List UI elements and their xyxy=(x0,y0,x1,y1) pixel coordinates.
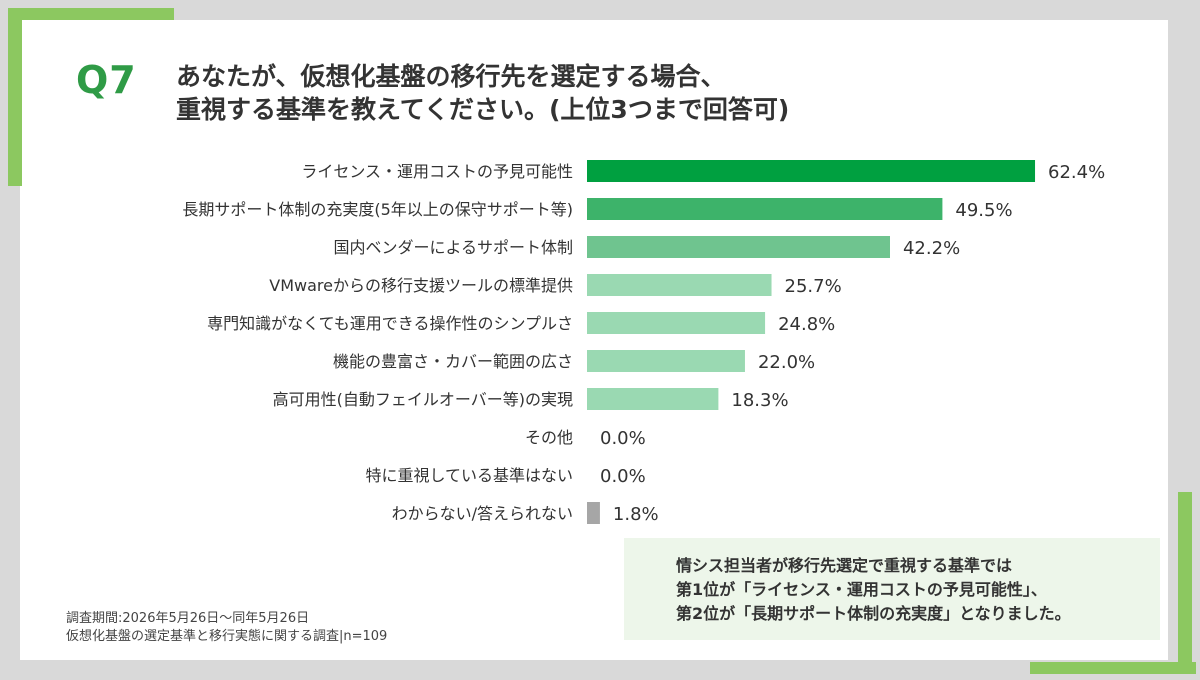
category-label: 長期サポート体制の充実度(5年以上の保守サポート等) xyxy=(182,200,573,219)
corner-accent-bottom-right-horizontal xyxy=(1030,662,1196,674)
value-label: 0.0% xyxy=(600,466,646,487)
question-title-line1: あなたが、仮想化基盤の移行先を選定する場合、 xyxy=(176,62,726,91)
value-label: 0.0% xyxy=(600,428,646,449)
bar xyxy=(587,198,943,220)
value-label: 42.2% xyxy=(903,238,960,259)
question-title-line2: 重視する基準を教えてください。(上位3つまで回答可) xyxy=(176,95,790,124)
bar xyxy=(587,160,1036,182)
category-label: 機能の豊富さ・カバー範囲の広さ xyxy=(333,352,573,371)
survey-name: 仮想化基盤の選定基準と移行実態に関する調査|n=109 xyxy=(66,629,388,644)
value-label: 22.0% xyxy=(758,352,815,373)
bar xyxy=(587,388,719,410)
category-label: 国内ベンダーによるサポート体制 xyxy=(333,238,573,257)
corner-accent-top-left-vertical xyxy=(8,8,22,186)
category-label: わからない/答えられない xyxy=(392,504,573,523)
summary-note-line2: 第1位が「ライセンス・運用コストの予見可能性」、 xyxy=(676,580,1047,599)
category-label: 特に重視している基準はない xyxy=(365,466,573,485)
question-number: Q7 xyxy=(76,58,137,102)
value-label: 24.8% xyxy=(778,314,835,335)
bar xyxy=(587,502,600,524)
value-label: 1.8% xyxy=(613,504,659,525)
category-label: ライセンス・運用コストの予見可能性 xyxy=(301,162,573,181)
summary-note-line3: 第2位が「長期サポート体制の充実度」となりました。 xyxy=(676,604,1071,623)
survey-footer: 調査期間:2026年5月26日〜同年5月26日 仮想化基盤の選定基準と移行実態に… xyxy=(66,610,387,646)
bar xyxy=(587,236,890,258)
bar xyxy=(587,312,766,334)
bar xyxy=(587,350,745,372)
category-label: VMwareからの移行支援ツールの標準提供 xyxy=(269,276,573,295)
corner-accent-bottom-right-vertical xyxy=(1178,492,1192,674)
summary-note-line1: 情シス担当者が移行先選定で重視する基準では xyxy=(676,556,1013,575)
category-label: 高可用性(自動フェイルオーバー等)の実現 xyxy=(273,390,573,409)
category-label: その他 xyxy=(525,428,573,447)
category-label: 専門知識がなくても運用できる操作性のシンプルさ xyxy=(207,314,573,333)
value-label: 62.4% xyxy=(1048,162,1105,183)
bar xyxy=(587,274,772,296)
value-label: 18.3% xyxy=(731,390,788,411)
survey-period: 調査期間:2026年5月26日〜同年5月26日 xyxy=(66,611,310,626)
summary-note-text: 情シス担当者が移行先選定で重視する基準では 第1位が「ライセンス・運用コストの予… xyxy=(676,554,1071,626)
question-title: あなたが、仮想化基盤の移行先を選定する場合、 重視する基準を教えてください。(上… xyxy=(176,60,789,126)
corner-accent-top-left-horizontal xyxy=(8,8,174,20)
summary-note: 情シス担当者が移行先選定で重視する基準では 第1位が「ライセンス・運用コストの予… xyxy=(624,538,1160,640)
value-label: 49.5% xyxy=(955,200,1012,221)
value-label: 25.7% xyxy=(785,276,842,297)
